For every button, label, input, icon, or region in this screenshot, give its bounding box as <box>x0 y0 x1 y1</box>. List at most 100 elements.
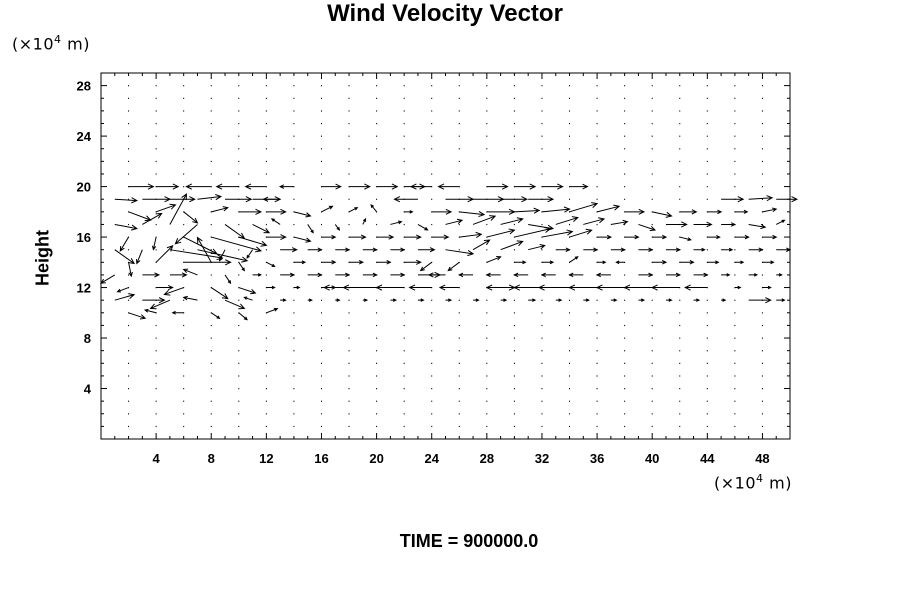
grid-dot <box>734 350 736 352</box>
wind-vector-arrow <box>238 208 263 215</box>
grid-dot <box>403 122 405 125</box>
wind-vector-arrow <box>431 208 453 215</box>
grid-dot <box>155 400 157 402</box>
grid-dot <box>128 110 130 112</box>
wind-vector-arrow <box>776 196 799 203</box>
wind-vector-arrow <box>734 209 749 214</box>
grid-dot <box>706 375 708 377</box>
grid-dot <box>155 375 157 377</box>
wind-vector-arrow <box>748 247 764 252</box>
grid-dot <box>265 85 267 87</box>
grid-dot <box>293 173 295 175</box>
grid-dot <box>596 375 598 377</box>
grid-dot <box>320 362 322 364</box>
grid-dot <box>403 400 405 402</box>
grid-dot <box>403 160 405 163</box>
grid-dot <box>651 350 653 352</box>
y-tick-label: 16 <box>77 230 91 245</box>
wind-vector-arrow <box>693 221 713 228</box>
grid-dot <box>238 362 240 364</box>
wind-vector-arrow <box>321 234 337 240</box>
grid-dot <box>761 400 763 402</box>
grid-dot <box>486 85 488 87</box>
wind-vector-arrow <box>472 215 497 225</box>
wind-vector-arrow <box>197 194 223 201</box>
grid-dot <box>706 388 708 390</box>
grid-dot <box>486 375 488 377</box>
grid-dot <box>651 135 653 137</box>
grid-dot <box>651 400 653 402</box>
grid-dot <box>265 160 267 163</box>
wind-vector-arrow <box>169 249 224 261</box>
grid-dot <box>210 337 212 339</box>
wind-vector-arrow <box>238 236 268 247</box>
grid-dot <box>210 198 212 200</box>
grid-dot <box>624 312 626 314</box>
grid-dot <box>486 362 488 364</box>
wind-vector-arrow <box>182 295 198 301</box>
grid-dot <box>458 236 460 238</box>
grid-dot <box>679 388 681 390</box>
grid-dot <box>183 173 185 175</box>
grid-dot <box>403 110 405 112</box>
wind-vector-arrow <box>472 239 491 251</box>
grid-dot <box>541 85 543 87</box>
grid-dot <box>183 362 185 364</box>
wind-vector-arrow <box>185 183 212 190</box>
wind-vector-arrow <box>349 234 367 240</box>
grid-dot <box>320 211 322 213</box>
grid-dot <box>431 173 433 175</box>
wind-vector-arrow <box>409 183 432 190</box>
grid-dot <box>376 160 378 163</box>
grid-dot <box>734 97 736 99</box>
grid-dot <box>403 388 405 390</box>
grid-dot <box>238 274 240 276</box>
wind-vector-arrow <box>776 273 783 277</box>
wind-vector-arrow <box>293 211 312 218</box>
grid-dot <box>403 299 405 301</box>
grid-dot <box>431 223 433 226</box>
grid-dot <box>403 97 405 99</box>
grid-dot <box>513 375 515 377</box>
grid-dot <box>293 135 295 137</box>
grid-dot <box>624 198 626 200</box>
wind-vector-arrow <box>555 216 579 225</box>
wind-vector-arrow <box>417 298 425 302</box>
grid-dot <box>624 388 626 390</box>
grid-dot <box>238 110 240 112</box>
grid-dot <box>238 135 240 137</box>
grid-dot <box>679 350 681 352</box>
grid-dot <box>238 337 240 339</box>
grid-dot <box>486 312 488 314</box>
grid-dot <box>679 186 681 188</box>
grid-dot <box>596 110 598 112</box>
grid-dot <box>624 122 626 125</box>
wind-vector-arrow <box>555 298 563 302</box>
wind-vector-arrow <box>270 218 281 225</box>
wind-vector-arrow <box>362 298 369 302</box>
grid-dot <box>348 350 350 352</box>
grid-dot <box>376 425 378 428</box>
wind-vector-arrow <box>169 193 188 225</box>
grid-dot <box>596 388 598 390</box>
grid-dot <box>624 350 626 352</box>
grid-dot <box>210 400 212 402</box>
grid-dot <box>293 97 295 99</box>
grid-dot <box>624 173 626 175</box>
grid-dot <box>155 173 157 175</box>
grid-dot <box>320 198 322 200</box>
wind-vector-arrow <box>748 297 772 304</box>
grid-dot <box>651 324 653 327</box>
wind-vector-arrow <box>513 284 542 291</box>
wind-vector-arrow <box>538 284 570 291</box>
grid-dot <box>183 249 185 251</box>
grid-dot <box>320 350 322 352</box>
wind-vector-arrow <box>693 298 701 302</box>
wind-vector-arrow <box>555 247 571 252</box>
grid-dot <box>293 148 295 150</box>
grid-dot <box>761 312 763 314</box>
wind-vector-arrow <box>445 196 475 203</box>
wind-vector-arrow <box>128 312 147 320</box>
grid-dot <box>431 110 433 112</box>
